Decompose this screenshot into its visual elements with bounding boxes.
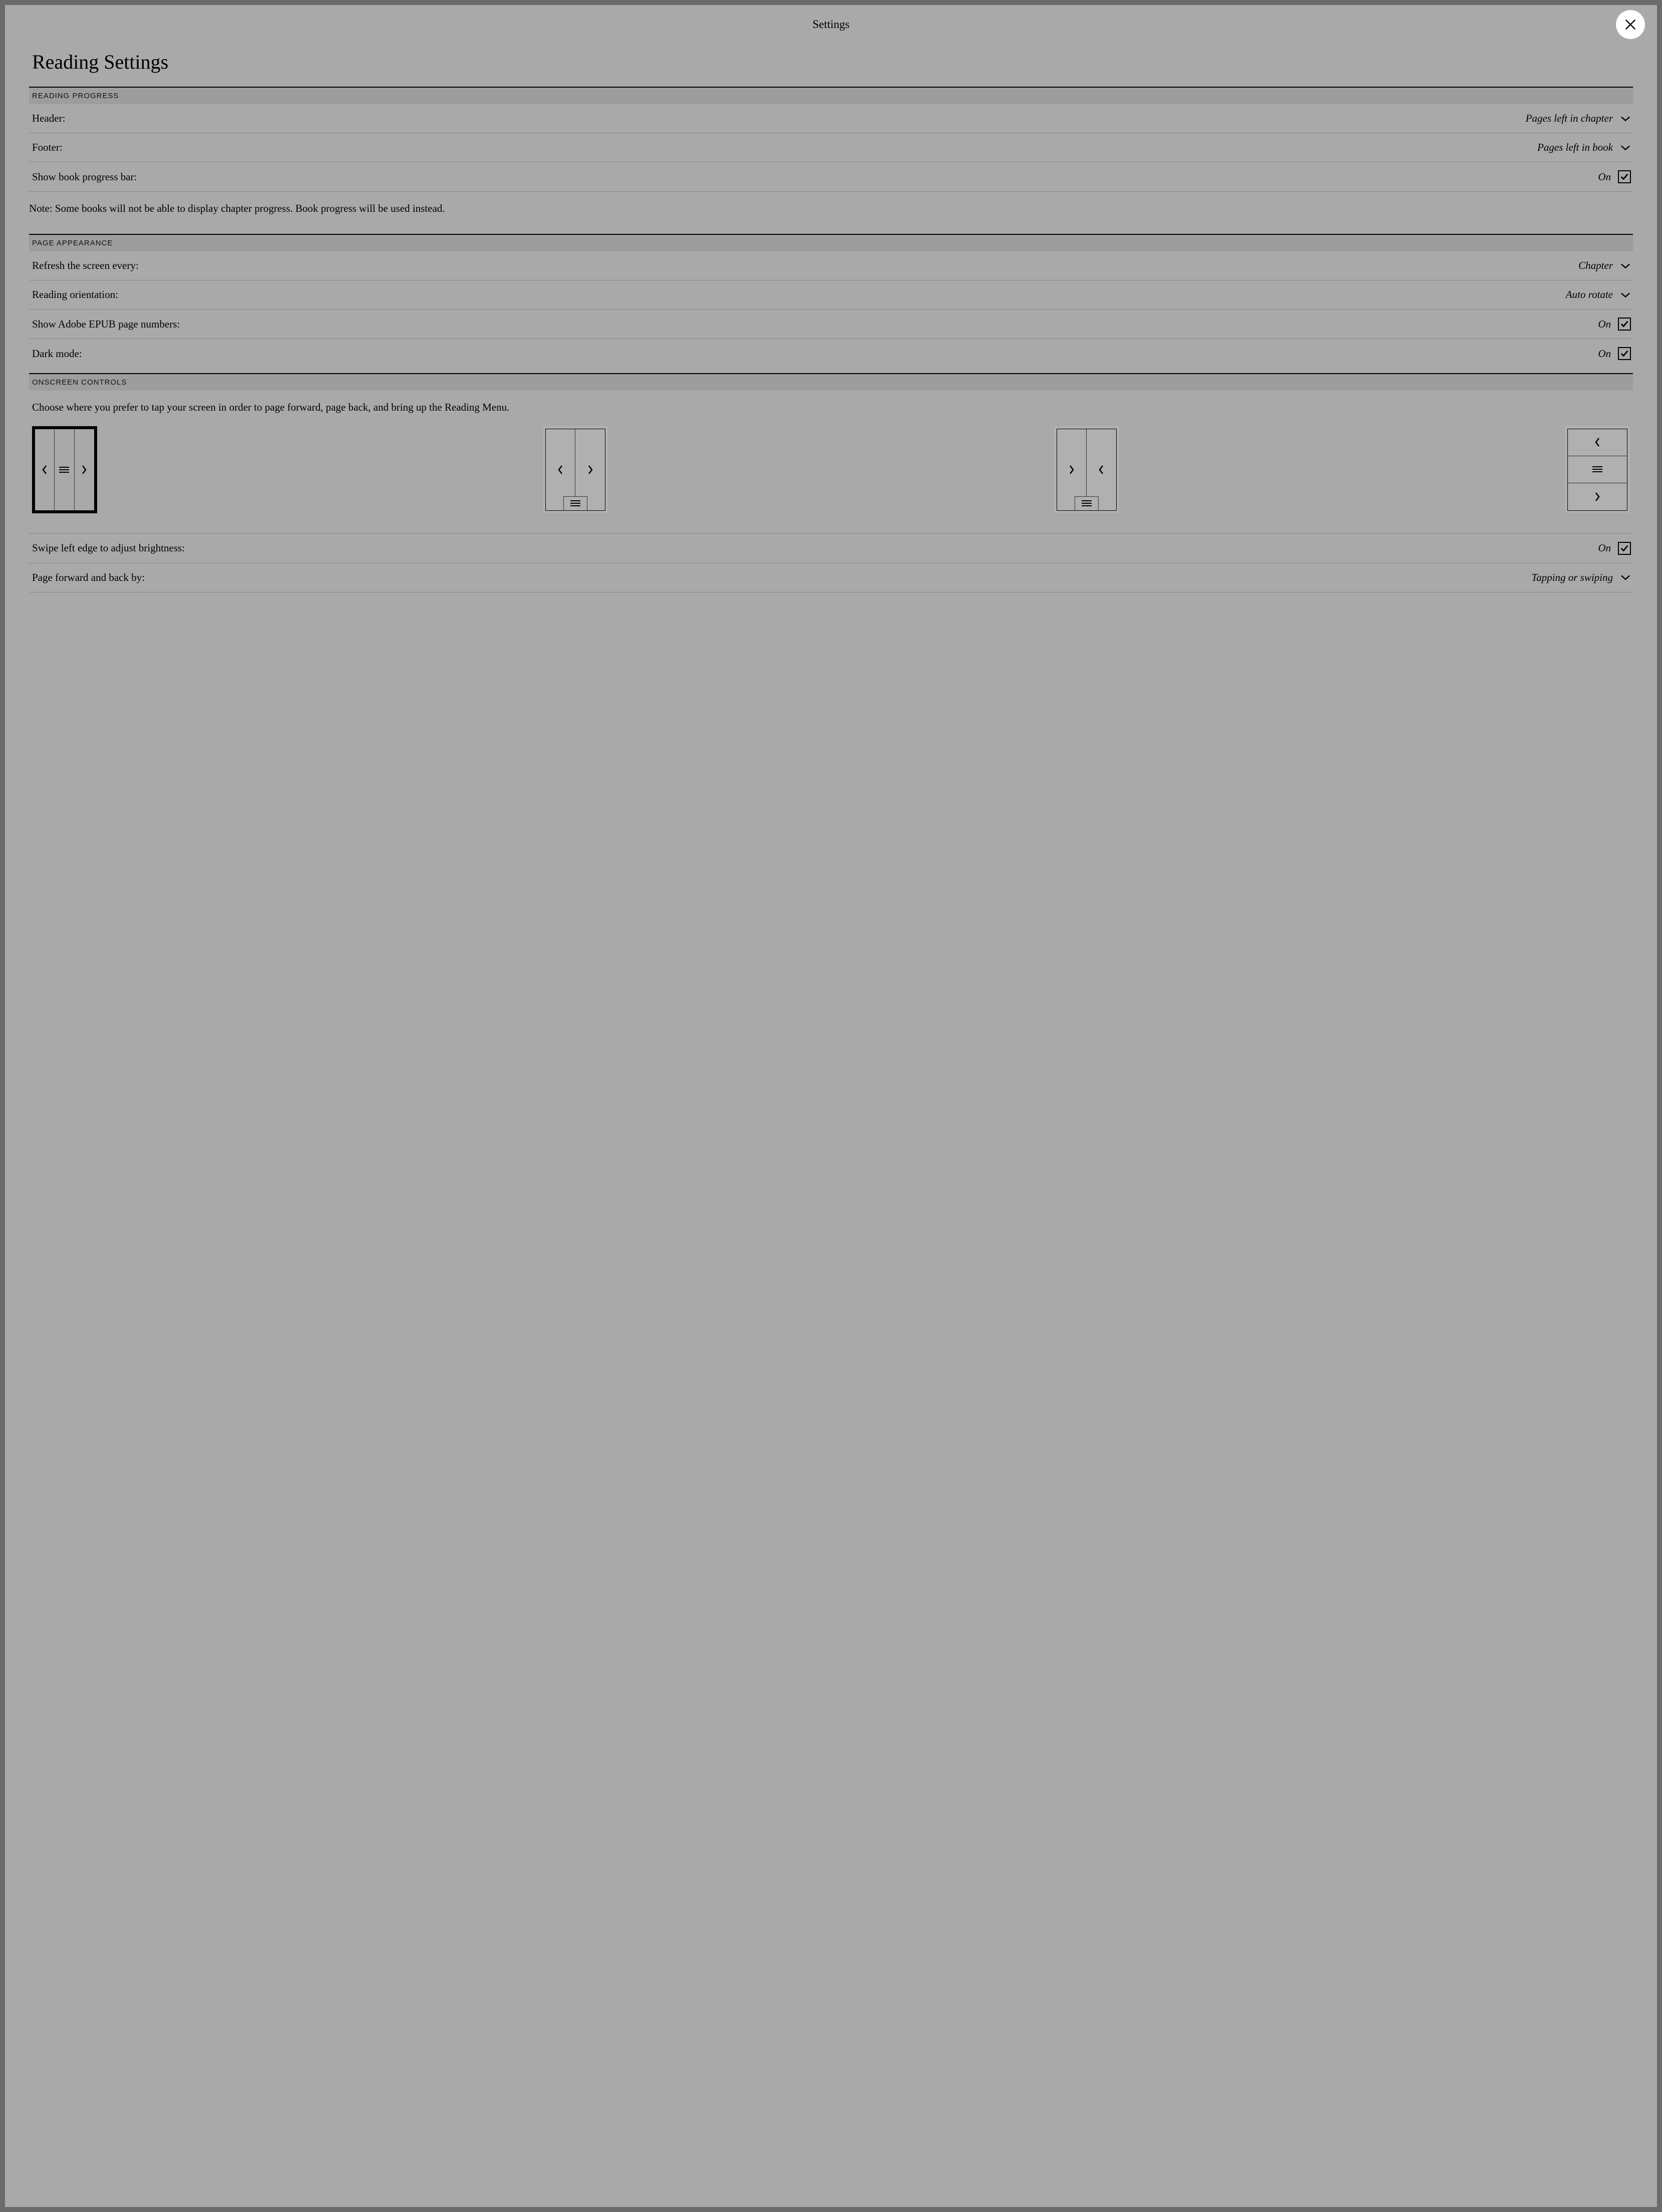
menu-icon [1082,500,1092,506]
layout-option-3[interactable] [1054,426,1119,513]
modal-header: Settings [5,14,1657,43]
menu-icon [570,500,580,506]
row-label: Show Adobe EPUB page numbers: [32,318,180,331]
layout-option-4[interactable] [1565,426,1630,513]
row-adobe-epub[interactable]: Show Adobe EPUB page numbers: On [29,309,1633,339]
section-header-onscreen: ONSCREEN CONTROLS [29,373,1633,391]
layout-option-1[interactable] [32,426,97,513]
row-swipe-brightness[interactable]: Swipe left edge to adjust brightness: On [29,534,1633,563]
chevron-down-icon [1620,113,1631,124]
menu-icon [59,467,69,473]
menu-icon [1592,466,1602,472]
row-orientation[interactable]: Reading orientation: Auto rotate [29,280,1633,309]
row-header[interactable]: Header: Pages left in chapter [29,104,1633,133]
chevron-down-icon [1620,260,1631,271]
progress-note: Note: Some books will not be able to dis… [29,192,1633,234]
chevron-right-icon [1594,491,1601,502]
row-label: Reading orientation: [32,288,118,301]
row-label: Dark mode: [32,348,82,360]
row-label: Swipe left edge to adjust brightness: [32,542,185,554]
checkbox-checked[interactable] [1618,542,1631,555]
close-icon [1623,18,1637,32]
row-label: Refresh the screen every: [32,259,139,272]
row-value: Pages left in chapter [1526,112,1613,125]
chevron-down-icon [1620,289,1631,300]
settings-modal: Settings Reading Settings READING PROGRE… [5,5,1657,2207]
row-refresh[interactable]: Refresh the screen every: Chapter [29,251,1633,280]
chevron-right-icon [587,464,594,475]
row-value: Auto rotate [1566,288,1613,301]
row-page-navigation[interactable]: Page forward and back by: Tapping or swi… [29,563,1633,592]
chevron-left-icon [1098,464,1105,475]
row-progress-bar[interactable]: Show book progress bar: On [29,162,1633,192]
chevron-left-icon [41,464,48,475]
chevron-left-icon [557,464,564,475]
layout-option-2[interactable] [543,426,608,513]
chevron-down-icon [1620,142,1631,153]
checkbox-checked[interactable] [1618,170,1631,183]
row-footer[interactable]: Footer: Pages left in book [29,133,1633,162]
row-value: On [1598,542,1611,554]
chevron-right-icon [1068,464,1075,475]
row-value: Tapping or swiping [1531,571,1613,584]
row-dark-mode[interactable]: Dark mode: On [29,339,1633,368]
row-value: On [1598,318,1611,331]
checkbox-checked[interactable] [1618,347,1631,360]
close-button[interactable] [1616,10,1645,39]
chevron-down-icon [1620,572,1631,583]
row-value: On [1598,171,1611,183]
section-header-appearance: PAGE APPEARANCE [29,234,1633,251]
chevron-left-icon [1594,437,1601,448]
section-header-progress: READING PROGRESS [29,87,1633,104]
layout-options [29,426,1633,534]
row-label: Show book progress bar: [32,171,137,183]
row-label: Footer: [32,141,63,154]
row-label: Header: [32,112,65,125]
chevron-right-icon [81,464,88,475]
row-label: Page forward and back by: [32,571,145,584]
page-title: Reading Settings [29,43,1633,87]
content-area: Reading Settings READING PROGRESS Header… [5,43,1657,612]
onscreen-instruction: Choose where you prefer to tap your scre… [29,391,1633,426]
row-value: On [1598,348,1611,360]
row-value: Chapter [1578,259,1613,272]
checkbox-checked[interactable] [1618,318,1631,331]
row-value: Pages left in book [1537,141,1613,154]
